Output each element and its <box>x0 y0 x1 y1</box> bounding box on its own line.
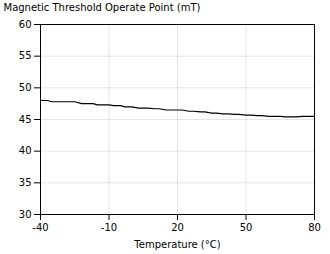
svg-text:-10: -10 <box>101 222 117 233</box>
svg-text:20: 20 <box>171 222 184 233</box>
svg-text:-40: -40 <box>32 222 48 233</box>
svg-text:50: 50 <box>240 222 253 233</box>
svg-text:Magnetic Threshold Operate Poi: Magnetic Threshold Operate Point (mT) <box>4 2 201 13</box>
svg-text:50: 50 <box>19 82 32 93</box>
svg-text:30: 30 <box>19 209 32 220</box>
svg-text:Temperature (°C): Temperature (°C) <box>133 239 220 250</box>
svg-text:40: 40 <box>19 145 32 156</box>
svg-text:80: 80 <box>308 222 321 233</box>
svg-text:55: 55 <box>19 50 32 61</box>
svg-text:45: 45 <box>19 114 32 125</box>
svg-text:35: 35 <box>19 177 32 188</box>
svg-text:60: 60 <box>19 19 32 30</box>
